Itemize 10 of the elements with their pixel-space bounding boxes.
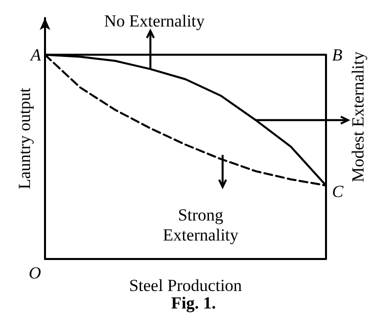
text: C bbox=[332, 182, 344, 201]
text: O bbox=[28, 264, 41, 282]
text: No Externality bbox=[104, 11, 206, 30]
annotation: Strong Externality bbox=[162, 205, 239, 244]
text: A bbox=[30, 45, 42, 64]
x-axis-title: Steel Production bbox=[129, 276, 242, 295]
y-axis-title: Launtry output bbox=[15, 87, 34, 190]
text: B bbox=[332, 45, 343, 64]
caption: Fig. 1. bbox=[171, 294, 216, 312]
text: Modest Externality bbox=[348, 50, 368, 182]
